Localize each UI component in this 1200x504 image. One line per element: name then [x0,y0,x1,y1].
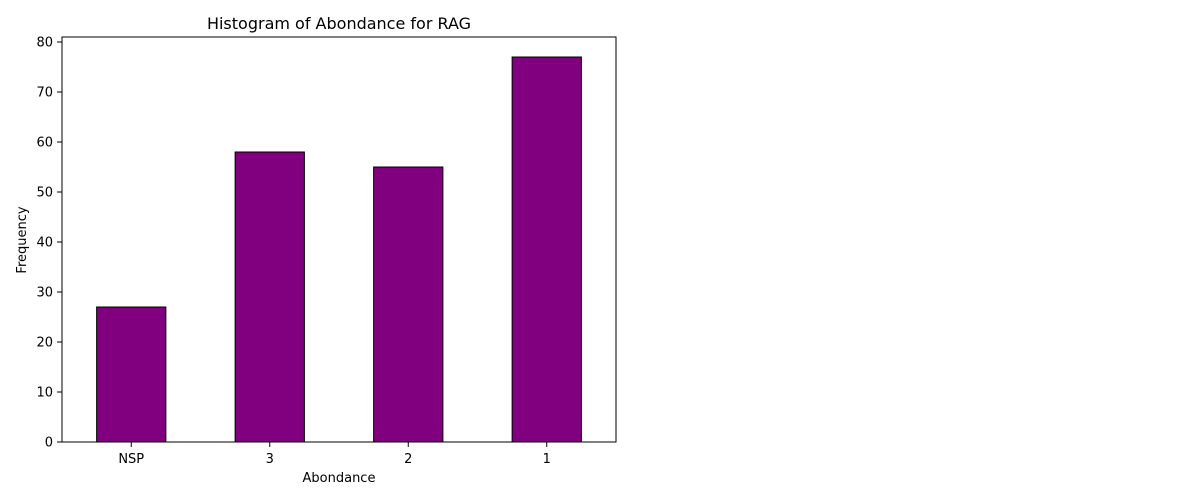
plot-frame [61,36,617,443]
bar-2 [373,166,444,443]
x-tick-label: NSP [118,452,144,467]
x-axis-ticks: NSP 3 2 1 [118,442,551,467]
x-axis-label: Abondance [303,471,376,486]
y-tick-label: 60 [36,136,53,151]
bar-3 [234,151,305,443]
y-tick-label: 80 [36,36,53,51]
y-tick-label: 20 [36,336,53,351]
y-tick-label: 70 [36,86,53,101]
x-tick-label: 2 [404,452,412,467]
y-axis-label: Frequency [15,206,30,273]
y-axis-ticks: 0 10 20 30 40 50 60 70 80 [36,36,62,451]
plot-area: 0 10 20 30 40 50 60 70 80 NSP 3 2 1 [36,36,617,467]
bar-NSP [96,306,167,443]
y-tick-label: 40 [36,236,53,251]
bar-1 [511,56,582,443]
y-tick-label: 50 [36,186,53,201]
bars [96,56,582,443]
y-tick-label: 0 [45,436,53,451]
x-tick-label: 1 [543,452,551,467]
x-tick-label: 3 [266,452,274,467]
y-tick-label: 30 [36,286,53,301]
chart-title: Histogram of Abondance for RAG [207,14,471,33]
y-tick-label: 10 [36,386,53,401]
